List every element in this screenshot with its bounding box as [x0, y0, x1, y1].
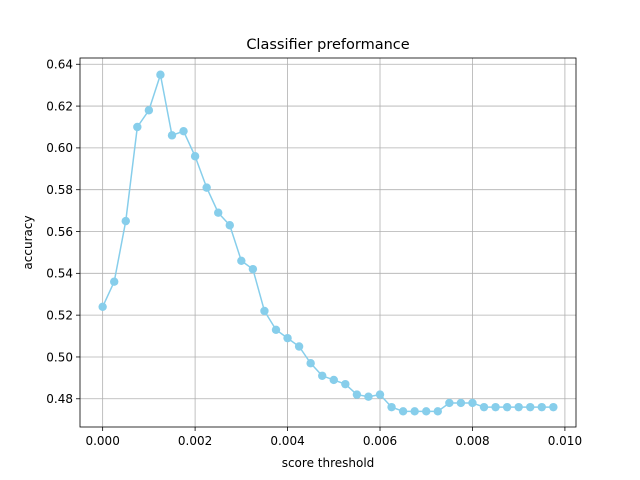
- x-tick-label: 0.004: [270, 434, 304, 448]
- series-line: [101, 74, 554, 413]
- data-point: [375, 390, 385, 399]
- data-point: [352, 390, 362, 399]
- data-point: [468, 398, 477, 408]
- y-tick-label: 0.60: [46, 141, 73, 155]
- data-point: [225, 221, 234, 230]
- data-point: [422, 407, 431, 416]
- data-point: [121, 216, 130, 226]
- plot-frame: [79, 57, 577, 428]
- y-tick-label: 0.64: [46, 58, 73, 72]
- data-point: [248, 264, 258, 274]
- x-tick-label: 0.008: [455, 434, 489, 448]
- data-point: [526, 402, 535, 412]
- data-point: [294, 342, 304, 351]
- y-tick-label: 0.54: [46, 267, 73, 281]
- x-axis-label: score threshold: [282, 456, 375, 470]
- chart-title: Classifier preformance: [246, 37, 409, 53]
- data-point: [387, 402, 396, 412]
- data-point: [341, 379, 350, 389]
- data-point: [514, 402, 523, 412]
- data-point: [190, 152, 200, 161]
- data-point: [271, 325, 281, 334]
- data-point: [433, 407, 442, 416]
- data-point: [214, 208, 223, 217]
- x-tick-label: 0.000: [85, 434, 119, 448]
- y-axis-label: accuracy: [21, 215, 35, 269]
- data-point: [179, 126, 188, 136]
- data-point: [445, 398, 454, 408]
- data-point: [318, 371, 327, 380]
- y-tick-label: 0.52: [46, 308, 73, 322]
- data-point: [306, 359, 315, 368]
- data-point: [237, 256, 246, 265]
- data-point: [156, 70, 165, 79]
- data-point: [479, 402, 489, 412]
- data-point: [202, 183, 211, 192]
- y-tick-label: 0.58: [46, 183, 73, 197]
- data-point: [260, 306, 269, 316]
- data-point: [410, 407, 419, 416]
- series-layer: [98, 70, 558, 416]
- data-point: [167, 131, 177, 140]
- x-tick-label: 0.006: [363, 434, 397, 448]
- data-point: [98, 302, 107, 311]
- data-point: [398, 407, 408, 416]
- y-tick-label: 0.50: [46, 350, 73, 364]
- x-tick-label: 0.002: [178, 434, 212, 448]
- tick-layer: 0.000 0.002 0.004 0.006 0.008 0.010 0.48 0.50 0.…: [46, 58, 582, 448]
- data-point: [537, 402, 546, 412]
- data-point: [329, 375, 338, 385]
- y-tick-label: 0.62: [46, 99, 73, 113]
- data-point: [133, 122, 142, 132]
- grid-layer: [80, 58, 576, 427]
- y-tick-label: 0.48: [46, 392, 73, 406]
- x-tick-label: 0.010: [548, 434, 582, 448]
- data-point: [144, 106, 154, 115]
- data-point: [502, 402, 512, 412]
- data-point: [491, 402, 500, 412]
- y-tick-label: 0.56: [46, 225, 73, 239]
- data-point: [283, 333, 292, 343]
- data-point: [364, 392, 373, 401]
- data-point: [549, 402, 558, 412]
- data-point: [456, 398, 466, 408]
- data-point: [110, 277, 119, 286]
